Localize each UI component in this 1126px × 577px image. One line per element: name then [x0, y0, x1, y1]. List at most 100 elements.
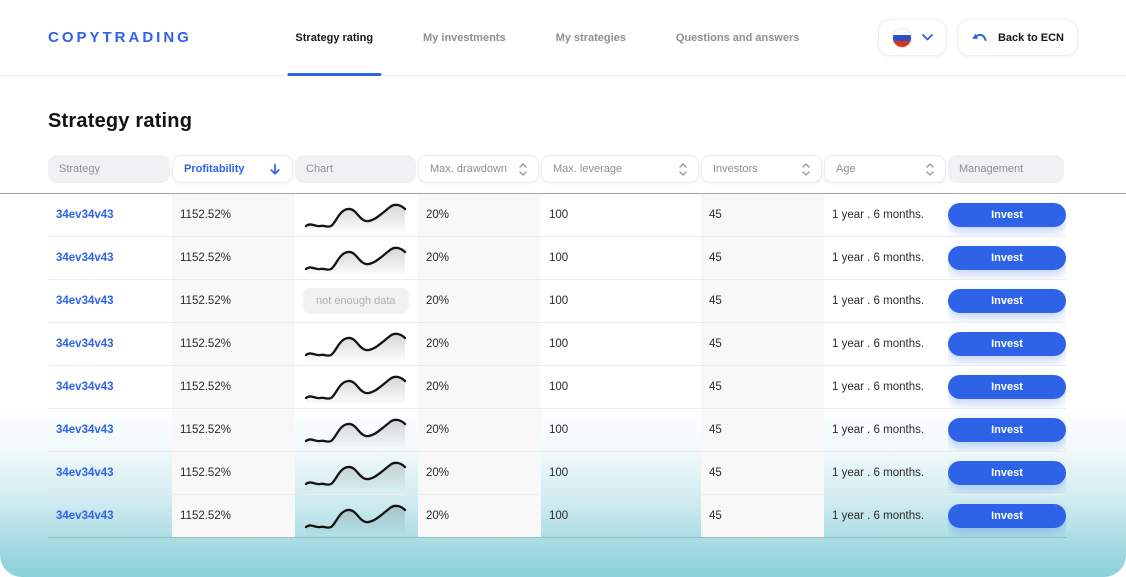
invest-button[interactable]: Invest [948, 332, 1066, 356]
age-cell: 1 year . 6 months. [824, 409, 948, 451]
investors-cell: 45 [701, 452, 824, 494]
strategy-cell: 34ev34v43 [48, 495, 172, 537]
age-cell: 1 year . 6 months. [824, 495, 948, 537]
invest-button[interactable]: Invest [948, 246, 1066, 270]
back-to-ecn-label: Back to ECN [997, 31, 1064, 44]
age-value: 1 year . 6 months. [832, 252, 925, 264]
table-row: 34ev34v43 1152.52% 20% 100 45 1 year . 6 mont… [48, 323, 1066, 366]
strategy-link[interactable]: 34ev34v43 [56, 424, 114, 436]
max-leverage-cell: 100 [541, 237, 701, 279]
age-value: 1 year . 6 months. [832, 381, 925, 393]
max-drawdown-value: 20% [426, 424, 450, 436]
profitability-cell: 1152.52% [172, 495, 295, 537]
age-cell: 1 year . 6 months. [824, 366, 948, 408]
strategy-cell: 34ev34v43 [48, 194, 172, 236]
filter-chip-age[interactable]: Age [824, 155, 946, 183]
main-nav: Strategy rating My investments My strate… [287, 0, 807, 76]
strategy-link[interactable]: 34ev34v43 [56, 510, 114, 522]
copytrading-logo[interactable]: COPYTRADING [48, 29, 192, 46]
age-value: 1 year . 6 months. [832, 467, 925, 479]
tab-my-strategies[interactable]: My strategies [555, 31, 626, 44]
max-leverage-cell: 100 [541, 323, 701, 365]
filter-chip-profitability[interactable]: Profitability [172, 155, 293, 183]
language-selector[interactable] [877, 19, 947, 56]
performance-sparkline [304, 332, 407, 361]
investors-cell: 45 [701, 237, 824, 279]
strategy-link[interactable]: 34ev34v43 [56, 209, 114, 221]
filter-chip-management[interactable]: Management [948, 155, 1064, 183]
strategy-link[interactable]: 34ev34v43 [56, 381, 114, 393]
max-leverage-value: 100 [549, 424, 569, 436]
investors-cell: 45 [701, 194, 824, 236]
profitability-cell: 1152.52% [172, 280, 295, 322]
profitability-value: 1152.52% [180, 338, 231, 350]
max-drawdown-cell: 20% [418, 495, 541, 537]
chart-cell [295, 452, 418, 494]
investors-cell: 45 [701, 495, 824, 537]
profitability-value: 1152.52% [180, 252, 231, 264]
strategy-cell: 34ev34v43 [48, 280, 172, 322]
strategy-link[interactable]: 34ev34v43 [56, 252, 114, 264]
strategy-link[interactable]: 34ev34v43 [56, 338, 114, 350]
table-row: 34ev34v43 1152.52% 20% 100 45 1 year . 6 mont… [48, 495, 1066, 538]
age-cell: 1 year . 6 months. [824, 452, 948, 494]
chart-cell [295, 237, 418, 279]
back-to-ecn-button[interactable]: Back to ECN [956, 19, 1078, 56]
profitability-cell: 1152.52% [172, 409, 295, 451]
strategy-cell: 34ev34v43 [48, 237, 172, 279]
investors-value: 45 [709, 295, 722, 307]
invest-button[interactable]: Invest [948, 375, 1066, 399]
filter-chip-max-leverage[interactable]: Max. leverage [541, 155, 699, 183]
max-drawdown-cell: 20% [418, 237, 541, 279]
invest-button[interactable]: Invest [948, 461, 1066, 485]
profitability-value: 1152.52% [180, 510, 231, 522]
max-leverage-cell: 100 [541, 495, 701, 537]
filter-chip-investors[interactable]: Investors [701, 155, 822, 183]
max-drawdown-cell: 20% [418, 323, 541, 365]
performance-sparkline [304, 461, 407, 490]
strategy-link[interactable]: 34ev34v43 [56, 467, 114, 479]
age-value: 1 year . 6 months. [832, 424, 925, 436]
header: COPYTRADING Strategy rating My investmen… [0, 0, 1126, 76]
investors-cell: 45 [701, 366, 824, 408]
age-value: 1 year . 6 months. [832, 209, 925, 221]
max-leverage-cell: 100 [541, 366, 701, 408]
age-value: 1 year . 6 months. [832, 338, 925, 350]
max-drawdown-value: 20% [426, 252, 450, 264]
russian-flag-icon [891, 27, 912, 48]
tab-questions-answers[interactable]: Questions and answers [675, 31, 800, 44]
performance-sparkline [304, 504, 407, 533]
filter-chip-max-drawdown[interactable]: Max. drawdown [418, 155, 539, 183]
invest-button[interactable]: Invest [948, 289, 1066, 313]
performance-sparkline [304, 418, 407, 447]
max-leverage-cell: 100 [541, 194, 701, 236]
management-cell: Invest [948, 323, 1066, 365]
filter-chip-strategy[interactable]: Strategy [48, 155, 170, 183]
invest-button[interactable]: Invest [948, 418, 1066, 442]
tab-strategy-rating[interactable]: Strategy rating [287, 0, 381, 76]
table-row: 34ev34v43 1152.52% 20% 100 45 1 year . 6 mont… [48, 194, 1066, 237]
performance-sparkline [304, 375, 407, 404]
invest-button[interactable]: Invest [948, 504, 1066, 528]
filter-row: Strategy Profitability Chart Max. drawdo… [48, 155, 1066, 183]
performance-sparkline [304, 203, 407, 232]
strategy-cell: 34ev34v43 [48, 366, 172, 408]
header-controls: Back to ECN [877, 19, 1078, 56]
table-row: 34ev34v43 1152.52% not enough data 20% 100 45… [48, 280, 1066, 323]
max-drawdown-cell: 20% [418, 452, 541, 494]
max-leverage-value: 100 [549, 338, 569, 350]
investors-value: 45 [709, 209, 722, 221]
max-drawdown-cell: 20% [418, 366, 541, 408]
age-value: 1 year . 6 months. [832, 510, 925, 522]
strategy-link[interactable]: 34ev34v43 [56, 295, 114, 307]
max-drawdown-cell: 20% [418, 409, 541, 451]
max-drawdown-cell: 20% [418, 280, 541, 322]
filter-chip-chart[interactable]: Chart [295, 155, 416, 183]
chart-cell [295, 194, 418, 236]
invest-button[interactable]: Invest [948, 203, 1066, 227]
tab-my-investments[interactable]: My investments [423, 31, 506, 44]
max-drawdown-value: 20% [426, 338, 450, 350]
max-drawdown-value: 20% [426, 510, 450, 522]
profitability-cell: 1152.52% [172, 323, 295, 365]
